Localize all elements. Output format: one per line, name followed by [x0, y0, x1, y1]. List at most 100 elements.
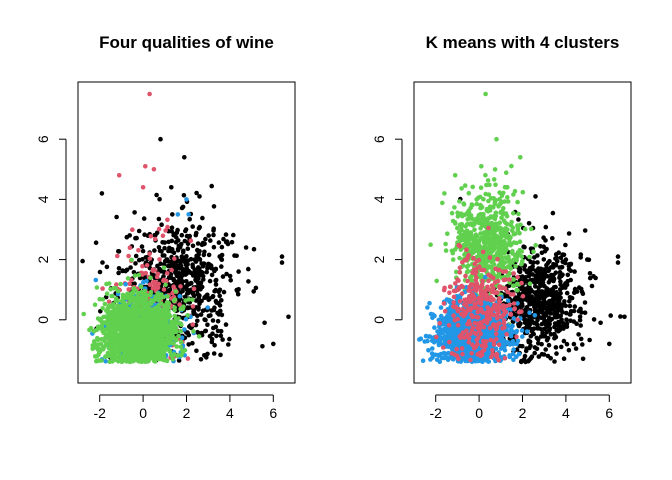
data-point [452, 205, 457, 210]
data-point [510, 338, 516, 344]
data-point [564, 282, 570, 288]
data-point [578, 336, 584, 342]
data-point [219, 244, 225, 250]
data-point [195, 291, 200, 297]
data-point [514, 240, 519, 246]
data-point [520, 334, 525, 339]
data-point [91, 339, 97, 344]
data-point [141, 216, 147, 221]
data-point [491, 177, 497, 182]
data-point [179, 335, 185, 341]
data-point [136, 257, 142, 263]
data-point [206, 233, 211, 238]
data-point [151, 279, 156, 285]
data-point [163, 228, 168, 233]
data-point [535, 270, 541, 276]
data-point [178, 275, 184, 280]
data-point [185, 305, 191, 311]
data-point [126, 308, 131, 314]
data-point [522, 226, 528, 232]
data-point [211, 232, 216, 238]
data-point [187, 233, 192, 239]
data-point [163, 337, 168, 343]
data-point [120, 302, 126, 308]
data-point [213, 282, 219, 287]
data-point [511, 316, 517, 321]
data-point [149, 350, 155, 355]
data-point [455, 214, 461, 219]
data-point [536, 285, 541, 290]
data-point [174, 235, 179, 240]
data-point [549, 307, 554, 312]
data-point [180, 204, 186, 210]
data-point [114, 282, 119, 287]
data-point [194, 271, 199, 277]
data-point [136, 248, 141, 253]
data-point [200, 215, 205, 221]
data-point [483, 91, 488, 97]
data-point [213, 278, 218, 284]
data-point [577, 317, 583, 323]
data-point [432, 325, 437, 330]
data-point [572, 304, 578, 309]
data-point [190, 262, 195, 268]
data-point [188, 238, 194, 243]
data-point [209, 266, 214, 271]
data-point [547, 328, 552, 333]
data-point [178, 284, 183, 289]
data-point [149, 338, 154, 344]
data-point [194, 305, 199, 310]
data-point [218, 352, 223, 358]
data-point [472, 221, 477, 227]
data-point [234, 287, 239, 293]
data-point [143, 270, 149, 276]
data-point [487, 204, 493, 209]
data-point [572, 269, 577, 274]
data-point [195, 318, 200, 324]
data-point [182, 294, 188, 300]
data-point [229, 239, 235, 245]
data-point [501, 206, 506, 211]
data-point [106, 281, 112, 286]
data-point [144, 310, 150, 315]
data-point [98, 341, 104, 347]
data-point [430, 346, 435, 351]
data-point [203, 236, 208, 242]
data-point [205, 322, 210, 328]
plot-frame [413, 81, 632, 384]
data-point [113, 341, 118, 347]
data-point [152, 268, 157, 273]
data-point [178, 328, 183, 334]
data-point [155, 295, 161, 301]
data-point [503, 244, 509, 249]
data-point [94, 345, 99, 350]
data-point [540, 280, 546, 285]
data-point [540, 289, 545, 295]
data-point [453, 269, 459, 275]
y-tick-label: 2 [371, 255, 387, 263]
data-point [177, 302, 182, 307]
data-point [573, 346, 579, 351]
data-point [173, 325, 179, 331]
data-point [510, 351, 516, 357]
data-point [554, 312, 560, 318]
x-tick-label: 2 [183, 405, 191, 421]
data-point [152, 314, 158, 320]
data-point [162, 253, 167, 258]
data-point [556, 250, 561, 255]
data-point [552, 359, 557, 364]
data-point [171, 298, 177, 304]
data-point [214, 333, 219, 339]
data-point [130, 311, 135, 317]
data-point [200, 270, 205, 276]
data-point [532, 345, 538, 350]
data-point [438, 305, 444, 310]
data-point [524, 324, 530, 329]
data-point [218, 256, 224, 262]
data-point [148, 275, 153, 281]
data-point [213, 324, 219, 330]
data-point [528, 226, 534, 232]
data-point [99, 336, 104, 342]
data-point [175, 353, 181, 358]
data-point [559, 265, 564, 270]
